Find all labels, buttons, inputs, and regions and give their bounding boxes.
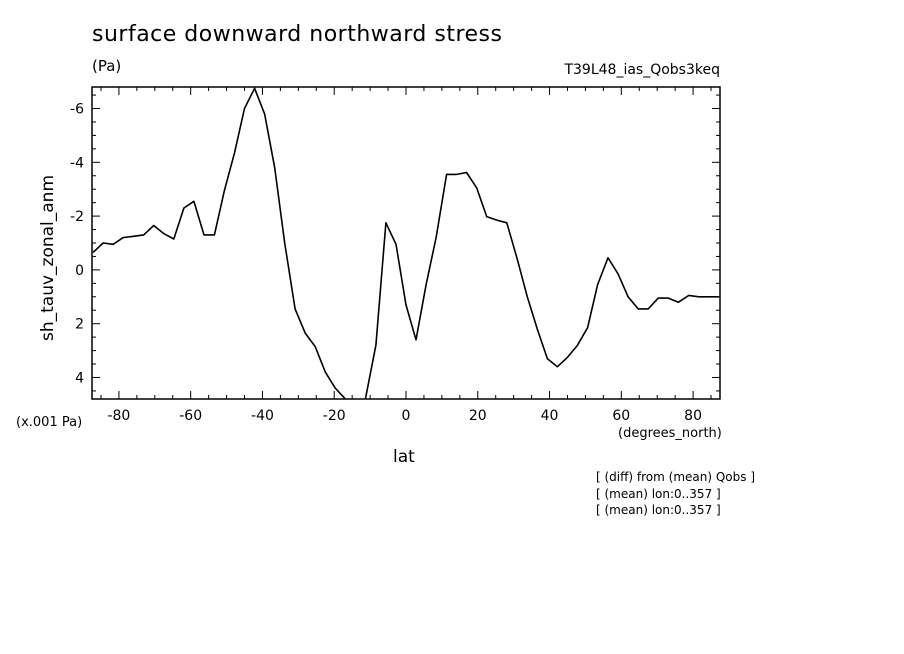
x-tick-label: -20 (323, 408, 346, 424)
x-tick-label: 0 (402, 408, 411, 424)
scale-factor-label: (x.001 Pa) (16, 415, 83, 430)
run-id-label: T39L48_ias_Qobs3keq (564, 62, 720, 78)
chart-title: surface downward northward stress (92, 22, 503, 47)
x-tick-label: 40 (541, 408, 559, 424)
y-tick-label: -2 (70, 209, 84, 225)
units-label: (Pa) (92, 57, 122, 75)
x-tick-label: -80 (107, 408, 130, 424)
note-mean-lon-1: [ (mean) lon:0..357 ] (596, 487, 721, 501)
x-axis-label: lat (393, 447, 415, 467)
y-tick-label: 2 (75, 317, 84, 333)
x-tick-label: 80 (684, 408, 702, 424)
plot-frame (91, 86, 721, 400)
y-tick-label: 0 (75, 263, 84, 279)
series-lines (92, 87, 719, 399)
x-tick-label: -60 (179, 408, 202, 424)
x-tick-label: 60 (612, 408, 630, 424)
axis-ticks (92, 87, 720, 399)
y-tick-label: -4 (70, 155, 84, 171)
x-tick-label: -40 (251, 408, 274, 424)
x-tick-label: 20 (469, 408, 487, 424)
note-diff: [ (diff) from (mean) Qobs ] (596, 470, 755, 484)
y-tick-label: 4 (75, 370, 84, 386)
y-tick-label: -6 (70, 102, 84, 118)
note-mean-lon-2: [ (mean) lon:0..357 ] (596, 503, 721, 517)
series-line-0 (92, 87, 719, 399)
x-axis-units-label: (degrees_north) (618, 426, 722, 441)
